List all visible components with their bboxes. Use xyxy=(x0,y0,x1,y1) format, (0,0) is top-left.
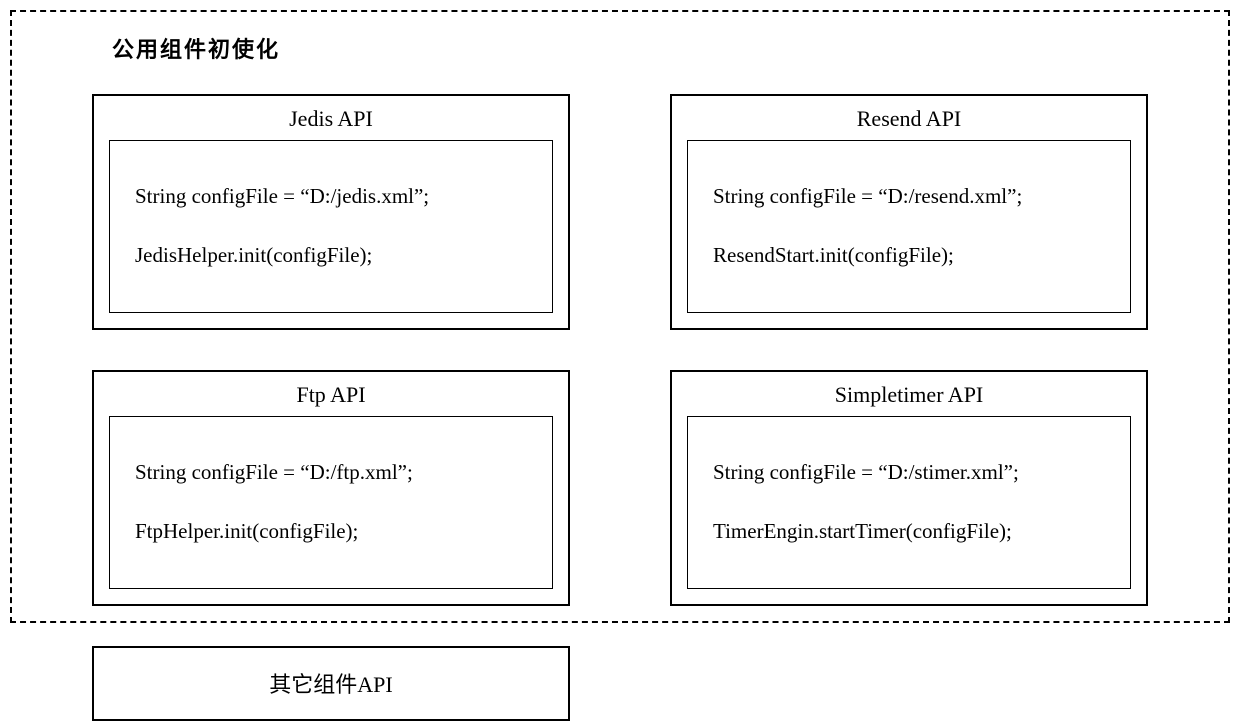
diagram-container: 公用组件初使化 Jedis API String configFile = “D… xyxy=(10,10,1230,623)
resend-code-line1: String configFile = “D:/resend.xml”; xyxy=(713,182,1105,211)
other-api-label: 其它组件API xyxy=(269,667,392,699)
jedis-api-header: Jedis API xyxy=(289,96,373,140)
api-grid: Jedis API String configFile = “D:/jedis.… xyxy=(92,94,1148,721)
other-api-box: 其它组件API xyxy=(92,646,570,721)
ftp-code-line1: String configFile = “D:/ftp.xml”; xyxy=(135,458,527,487)
ftp-api-header: Ftp API xyxy=(296,372,365,416)
simpletimer-code-line2: TimerEngin.startTimer(configFile); xyxy=(713,517,1105,546)
simpletimer-code-line1: String configFile = “D:/stimer.xml”; xyxy=(713,458,1105,487)
simpletimer-api-box: Simpletimer API String configFile = “D:/… xyxy=(670,370,1148,606)
jedis-code-line2: JedisHelper.init(configFile); xyxy=(135,241,527,270)
resend-api-body: String configFile = “D:/resend.xml”; Res… xyxy=(687,140,1131,313)
resend-api-header: Resend API xyxy=(857,96,962,140)
ftp-code-line2: FtpHelper.init(configFile); xyxy=(135,517,527,546)
simpletimer-api-header: Simpletimer API xyxy=(835,372,984,416)
ftp-api-box: Ftp API String configFile = “D:/ftp.xml”… xyxy=(92,370,570,606)
jedis-code-line1: String configFile = “D:/jedis.xml”; xyxy=(135,182,527,211)
jedis-api-body: String configFile = “D:/jedis.xml”; Jedi… xyxy=(109,140,553,313)
jedis-api-box: Jedis API String configFile = “D:/jedis.… xyxy=(92,94,570,330)
resend-code-line2: ResendStart.init(configFile); xyxy=(713,241,1105,270)
diagram-title: 公用组件初使化 xyxy=(112,32,1148,64)
ftp-api-body: String configFile = “D:/ftp.xml”; FtpHel… xyxy=(109,416,553,589)
resend-api-box: Resend API String configFile = “D:/resen… xyxy=(670,94,1148,330)
simpletimer-api-body: String configFile = “D:/stimer.xml”; Tim… xyxy=(687,416,1131,589)
